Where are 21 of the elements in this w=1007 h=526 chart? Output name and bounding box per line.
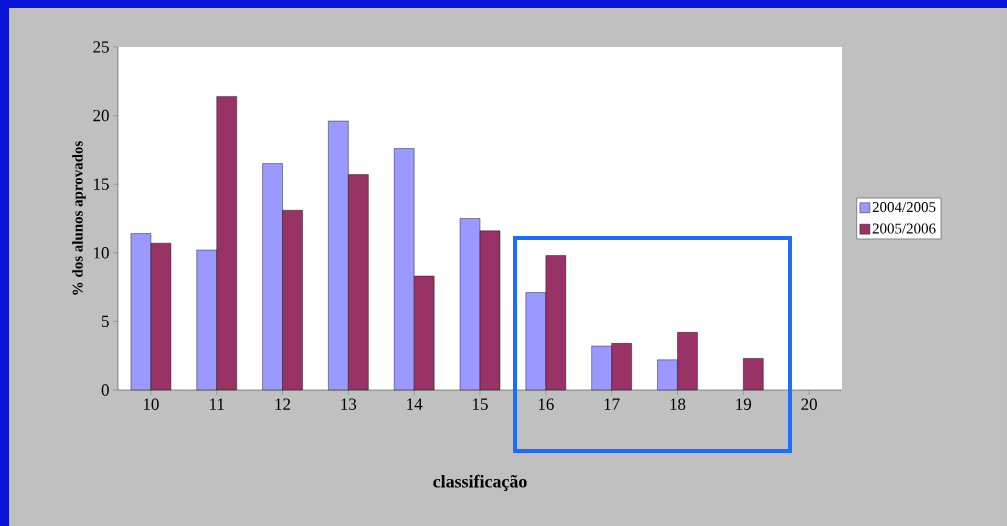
y-tick-label: 15: [94, 178, 109, 190]
y-tick-label: 0: [101, 384, 109, 396]
x-tick-label: 10: [143, 398, 159, 410]
x-tick-label: 20: [801, 398, 817, 410]
x-tick-label: 15: [473, 398, 488, 410]
y-tick-label: 20: [93, 109, 109, 122]
legend-label: 2005/2006: [872, 223, 936, 234]
x-tick-label: 16: [538, 398, 554, 410]
y-tick-label: 5: [102, 315, 109, 328]
x-tick-label: 17: [604, 398, 620, 410]
y-tick-label: 10: [94, 247, 109, 259]
y-axis-title: % dos alunos aprovados: [72, 141, 86, 295]
x-tick-label: 13: [341, 398, 357, 410]
x-tick-label: 19: [736, 398, 752, 410]
x-tick-label: 18: [670, 398, 686, 410]
legend-label: 2004/2005: [872, 202, 936, 213]
y-tick-label: 25: [93, 41, 109, 53]
x-tick-label: 14: [407, 398, 423, 410]
x-axis-title: classificação: [433, 474, 527, 492]
x-tick-label: 12: [275, 398, 291, 410]
x-tick-label: 11: [210, 398, 224, 410]
